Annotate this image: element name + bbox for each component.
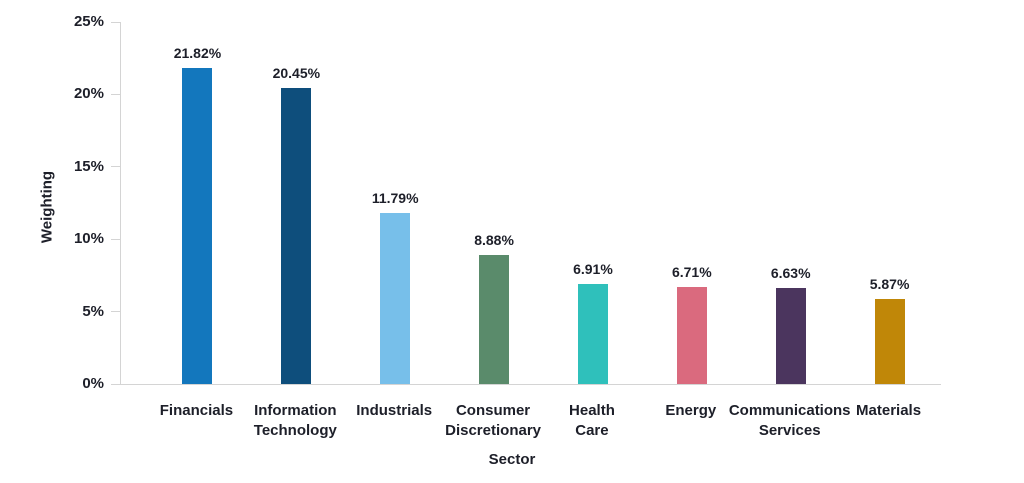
- bar-slot-industrials: 11.79%: [346, 22, 445, 384]
- y-tick-mark: [111, 21, 120, 23]
- bar-value-label-industrials: 11.79%: [371, 190, 419, 207]
- bar-value-label-financials: 21.82%: [173, 45, 222, 62]
- bar-health-care: [577, 283, 608, 384]
- bar-industrials: [380, 213, 411, 384]
- y-tick-mark: [111, 311, 120, 313]
- category-label-energy: Energy: [665, 402, 717, 419]
- y-tick-label: 25%: [73, 13, 104, 30]
- y-tick-label: 15%: [73, 157, 104, 175]
- bar-value-label-health-care: 6.91%: [573, 260, 613, 277]
- y-tick-label: 10%: [73, 230, 104, 248]
- category-label-financials: Financials: [159, 402, 234, 419]
- bar-information-technology: [281, 87, 312, 384]
- x-label-cell-information-technology: Information Technology: [246, 401, 345, 443]
- x-axis-labels: Financials Information Technology Industri…: [147, 401, 938, 443]
- bar-slot-materials: 5.87%: [840, 22, 939, 384]
- bars: 21.82% 20.45% 11.79% 8.88% 6.91% 6.71% 6.63% 5.…: [148, 22, 939, 384]
- category-label-consumer-discretionary: Consumer Discretionary: [445, 402, 541, 439]
- bar-communications-services: [775, 288, 806, 384]
- category-label-health-care: Health Care: [569, 402, 615, 439]
- bar-slot-information-technology: 20.45%: [247, 22, 346, 384]
- x-label-cell-consumer-discretionary: Consumer Discretionary: [444, 401, 543, 443]
- y-tick-mark: [111, 93, 120, 95]
- bar-slot-consumer-discretionary: 8.88%: [445, 22, 544, 384]
- x-label-cell-communications-services: Communications Services: [729, 401, 851, 443]
- y-axis: 0% 5% 10% 15% 20% 25%: [0, 13, 120, 392]
- bar-energy: [676, 286, 707, 384]
- category-label-information-technology: Information Technology: [253, 402, 337, 439]
- bar-value-label-communications-services: 6.63%: [770, 265, 811, 281]
- y-tick-label: 0%: [82, 375, 104, 392]
- y-tick-mark: [111, 383, 120, 385]
- bar-value-label-information-technology: 20.45%: [272, 64, 321, 81]
- category-label-communications-services: Communications Services: [728, 402, 851, 439]
- x-label-cell-industrials: Industrials: [345, 401, 444, 443]
- category-label-industrials: Industrials: [356, 402, 433, 419]
- plot-area: 21.82% 20.45% 11.79% 8.88% 6.91% 6.71% 6.63% 5.…: [111, 21, 941, 385]
- x-label-cell-materials: Materials: [839, 401, 938, 443]
- y-tick-label: 5%: [82, 302, 104, 320]
- bar-slot-energy: 6.71%: [642, 22, 741, 384]
- bar-value-label-energy: 6.71%: [671, 263, 712, 280]
- bar-slot-financials: 21.82%: [148, 22, 247, 384]
- bar-value-label-materials: 5.87%: [869, 276, 910, 293]
- x-label-cell-financials: Financials: [147, 401, 246, 443]
- x-label-cell-energy: Energy: [641, 401, 740, 443]
- y-tick-label: 20%: [73, 85, 104, 103]
- bar-consumer-discretionary: [479, 255, 510, 384]
- bar-slot-communications-services: 6.63%: [741, 22, 840, 384]
- y-tick-mark: [111, 166, 120, 168]
- bar-financials: [182, 68, 213, 384]
- bar-materials: [874, 299, 905, 384]
- x-axis-title: Sector: [488, 451, 536, 468]
- bar-slot-health-care: 6.91%: [544, 22, 643, 384]
- bar-value-label-consumer-discretionary: 8.88%: [474, 232, 514, 249]
- category-label-materials: Materials: [856, 402, 922, 419]
- x-label-cell-health-care: Health Care: [543, 401, 642, 443]
- y-tick-mark: [111, 238, 120, 240]
